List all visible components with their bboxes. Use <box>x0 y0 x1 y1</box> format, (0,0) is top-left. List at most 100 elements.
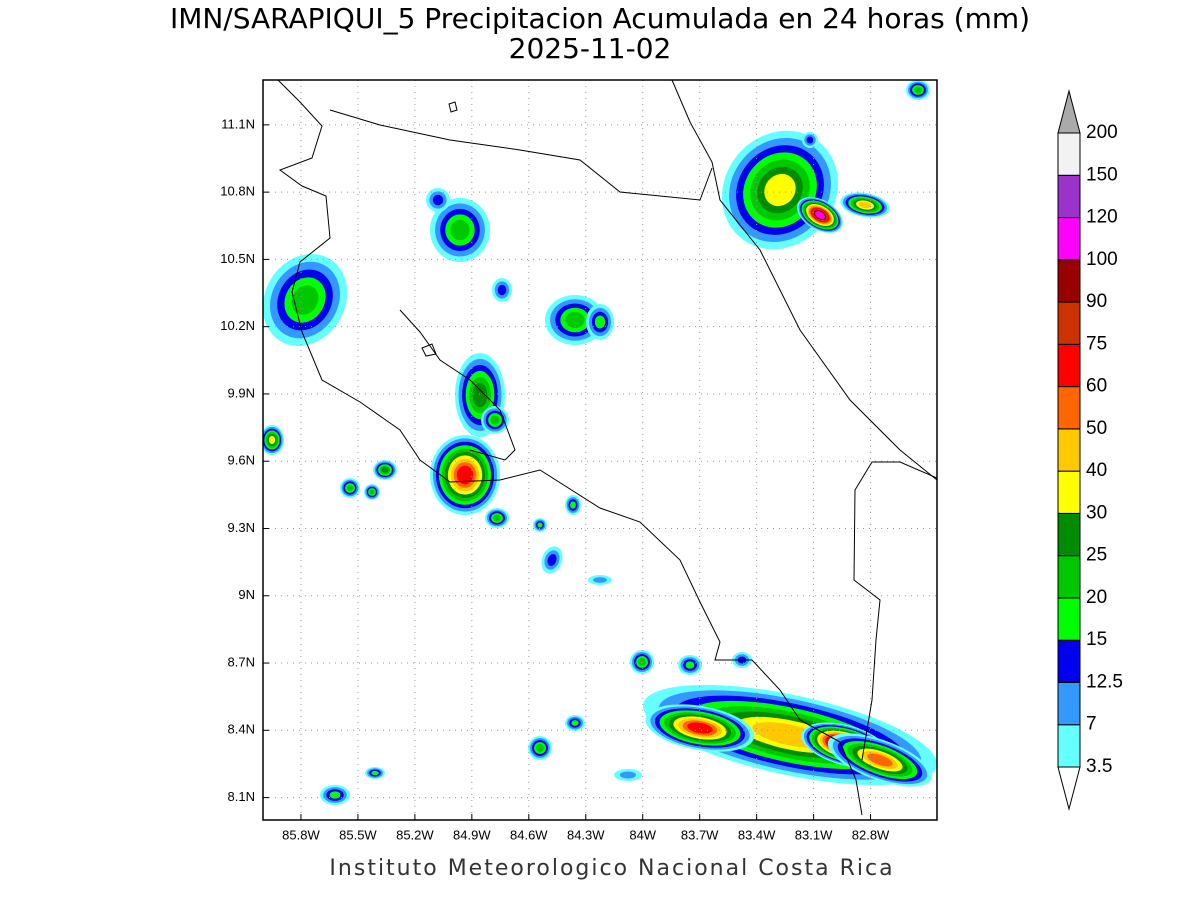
colorbar-label: 150 <box>1086 164 1118 185</box>
colorbar-label: 15 <box>1086 629 1107 650</box>
rain-area <box>571 720 579 726</box>
rain-area <box>594 315 606 329</box>
colorbar-label: 60 <box>1086 376 1107 397</box>
rain-area <box>858 201 872 209</box>
x-tick-label: 85.5W <box>339 827 377 842</box>
map-frame <box>262 79 938 821</box>
colorbar-label: 90 <box>1086 291 1107 312</box>
rain-area <box>547 554 557 566</box>
rain-area <box>493 514 501 522</box>
x-tick-label: 83.4W <box>738 827 776 842</box>
y-tick-label: 9N <box>238 587 255 602</box>
colorbar-segment <box>1057 470 1081 514</box>
colorbar-segment <box>1057 259 1081 303</box>
pacific-coast <box>277 80 863 816</box>
border-panama <box>853 461 937 761</box>
colorbar-segment <box>1057 428 1081 472</box>
colorbar-segment <box>1057 555 1081 599</box>
rain-area <box>593 577 607 583</box>
y-tick-label: 10.2N <box>220 318 255 333</box>
x-tick-label: 85.8W <box>282 827 320 842</box>
colorbar-segment <box>1057 512 1081 557</box>
y-tick-label: 9.9N <box>228 385 255 400</box>
rain-area <box>490 415 500 425</box>
rain-area <box>638 658 646 666</box>
island <box>421 343 437 357</box>
rain-area <box>346 484 354 492</box>
rain-area <box>570 501 576 509</box>
y-tick-label: 8.1N <box>228 789 255 804</box>
rain-area <box>685 661 695 669</box>
footer: Instituto Meteorologico Nacional Costa R… <box>329 856 894 881</box>
y-tick-label: 8.4N <box>228 722 255 737</box>
colorbar-label: 30 <box>1086 502 1107 523</box>
rain-area <box>371 770 379 776</box>
y-tick-label: 8.7N <box>228 654 255 669</box>
colorbar-segment <box>1057 639 1081 683</box>
colorbar-segment <box>1057 132 1081 176</box>
colorbar-label: 25 <box>1086 545 1107 566</box>
colorbar-under <box>1057 766 1081 811</box>
axes: 85.8W 85.5W 85.2W 84.9W 84.6W 84.3W 84W 83.7W 83… <box>220 116 890 842</box>
x-tick-label: 83.1W <box>795 827 833 842</box>
colorbar-segment <box>1057 217 1081 261</box>
rain-area <box>867 753 893 767</box>
rain-area <box>450 219 470 241</box>
rain-area <box>432 194 444 206</box>
colorbar-segment <box>1057 386 1081 430</box>
precipitation <box>263 80 937 805</box>
x-tick-label: 85.2W <box>396 827 434 842</box>
rain-area <box>497 284 507 296</box>
rain-area <box>815 211 825 219</box>
rain-area <box>536 744 544 752</box>
colorbar-label: 100 <box>1086 249 1118 270</box>
rain-area <box>268 435 276 445</box>
rain-area <box>619 771 637 779</box>
rain-area <box>565 312 585 328</box>
colorbar-segment <box>1057 301 1081 345</box>
coastlines <box>277 80 937 816</box>
x-tick-label: 82.8W <box>852 827 890 842</box>
colorbar-label: 20 <box>1086 587 1107 608</box>
colorbar-label: 200 <box>1086 122 1118 143</box>
colorbar-segment <box>1057 724 1081 768</box>
grid <box>263 80 937 820</box>
colorbar-label: 3.5 <box>1086 756 1112 777</box>
x-tick-label: 83.7W <box>681 827 719 842</box>
y-tick-label: 9.6N <box>228 453 255 468</box>
caribbean-coast <box>671 80 937 481</box>
colorbar-segment <box>1057 597 1081 641</box>
rain-area <box>537 522 543 528</box>
colorbar-label: 50 <box>1086 418 1107 439</box>
y-tick-label: 10.8N <box>220 184 255 199</box>
rain-area <box>914 86 922 94</box>
x-tick-label: 84.6W <box>510 827 548 842</box>
rain-area <box>764 173 796 207</box>
date: 2025-11-02 <box>509 32 672 65</box>
colorbar-segment <box>1057 174 1081 219</box>
rain-area <box>456 465 474 485</box>
colorbar-label: 7 <box>1086 714 1097 735</box>
x-tick-label: 84.3W <box>567 827 605 842</box>
x-tick-label: 84.9W <box>453 827 491 842</box>
colorbar-label: 75 <box>1086 333 1107 354</box>
y-tick-label: 10.5N <box>220 251 255 266</box>
title: IMN/SARAPIQUI_5 Precipitacion Acumulada … <box>170 2 1030 35</box>
lake-island <box>448 101 458 113</box>
colorbar: 3.5 7 12.5 15 20 25 30 40 50 60 75 90 100 120 150 200 <box>1057 89 1123 811</box>
rain-area <box>291 285 319 315</box>
y-tick-label: 11.1N <box>221 116 255 131</box>
colorbar-segment <box>1057 681 1081 726</box>
rain-area <box>806 136 814 144</box>
rain-area <box>381 467 389 473</box>
colorbar-label: 12.5 <box>1086 671 1123 692</box>
x-tick-label: 84W <box>629 827 656 842</box>
colorbar-label: 40 <box>1086 460 1107 481</box>
colorbar-label: 120 <box>1086 207 1118 228</box>
y-tick-label: 9.3N <box>228 520 255 535</box>
rain-area <box>329 791 341 799</box>
nicoya-gulf <box>399 309 516 461</box>
colorbar-segment <box>1057 343 1081 388</box>
rain-area <box>472 382 488 408</box>
